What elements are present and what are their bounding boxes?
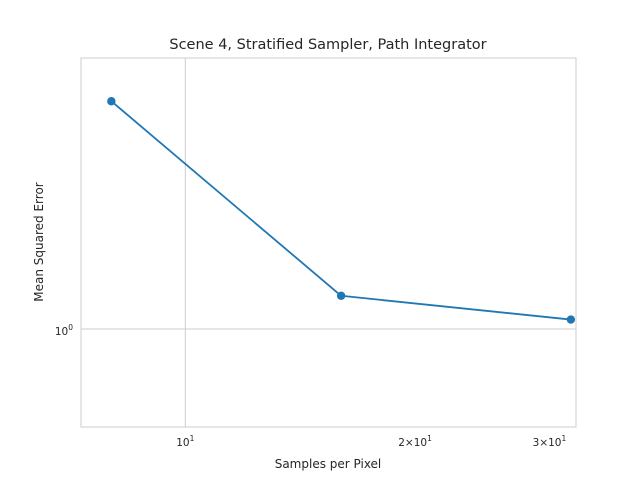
x-tick-exponent: 1 (427, 434, 432, 443)
series (107, 97, 576, 324)
y-tick-exponent: 0 (68, 323, 73, 332)
data-point (107, 97, 116, 106)
x-tick-labels: 101 2×101 3×101 (176, 434, 566, 449)
grid (81, 58, 576, 427)
y-tick-labels: 100 (55, 323, 73, 338)
x-tick-base: 3×10 (533, 437, 562, 449)
y-tick-base: 10 (55, 326, 68, 338)
plot-frame (80, 57, 577, 428)
x-tick-label: 2×101 (398, 434, 432, 449)
x-tick-base: 10 (176, 437, 189, 449)
x-tick-label: 3×101 (533, 434, 567, 449)
chart-title: Scene 4, Stratified Sampler, Path Integr… (169, 37, 486, 53)
data-point (336, 291, 346, 300)
x-axis-label: Samples per Pixel (275, 457, 382, 471)
y-axis-label: Mean Squared Error (32, 182, 46, 302)
series-line (110, 100, 571, 321)
x-tick-exponent: 1 (190, 434, 195, 443)
x-tick-label: 101 (176, 434, 194, 449)
y-tick-label: 100 (55, 323, 73, 338)
x-tick-exponent: 1 (561, 434, 566, 443)
x-tick-base: 2×10 (398, 437, 427, 449)
data-point (566, 315, 576, 324)
